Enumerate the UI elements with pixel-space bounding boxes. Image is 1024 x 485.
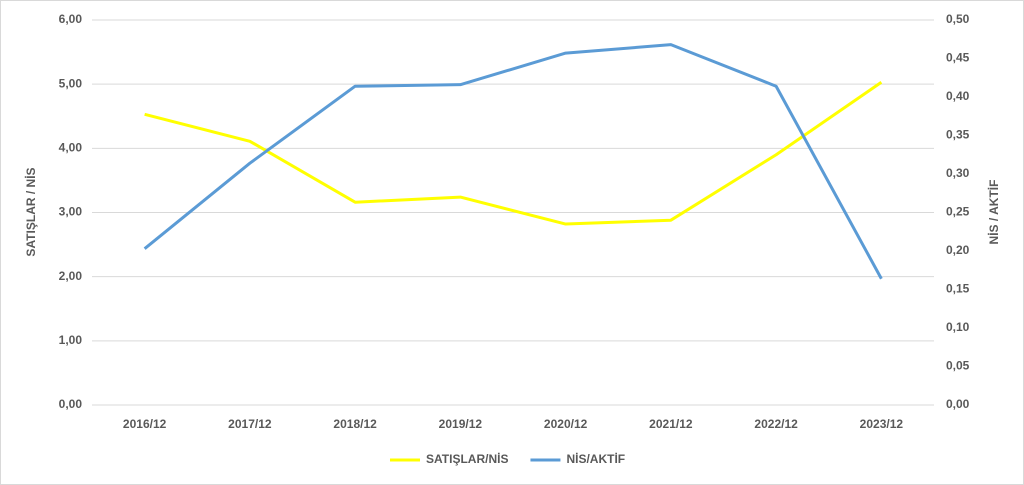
y2-tick-label: 0,20 [946, 243, 970, 257]
y2-tick-label: 0,40 [946, 89, 970, 103]
y-tick-label: 1,00 [59, 333, 83, 347]
y-tick-label: 4,00 [59, 141, 83, 155]
y2-tick-label: 0,35 [946, 128, 970, 142]
x-tick-label: 2017/12 [228, 417, 272, 431]
x-tick-label: 2016/12 [123, 417, 167, 431]
y2-tick-label: 0,05 [946, 359, 970, 373]
y2-tick-label: 0,45 [946, 51, 970, 65]
y-tick-label: 3,00 [59, 205, 83, 219]
y2-tick-label: 0,10 [946, 320, 970, 334]
y2-tick-label: 0,15 [946, 282, 970, 296]
y-tick-label: 2,00 [59, 269, 83, 283]
y2-tick-label: 0,00 [946, 397, 970, 411]
y-tick-label: 5,00 [59, 76, 83, 90]
legend-label: NİS/AKTİF [566, 451, 625, 466]
x-tick-label: 2018/12 [333, 417, 377, 431]
legend-label: SATIŞLAR/NİS [426, 451, 508, 466]
x-tick-label: 2021/12 [649, 417, 693, 431]
series-line [143, 43, 883, 280]
y2-tick-label: 0,50 [946, 12, 970, 26]
y2-axis-title: NİS / AKTİF [986, 180, 1001, 245]
x-tick-label: 2019/12 [439, 417, 483, 431]
y-tick-label: 6,00 [59, 12, 83, 26]
y-tick-label: 0,00 [59, 397, 83, 411]
y2-tick-label: 0,25 [946, 205, 970, 219]
y2-tick-label: 0,30 [946, 166, 970, 180]
x-tick-label: 2023/12 [860, 417, 904, 431]
x-tick-label: 2022/12 [754, 417, 798, 431]
y-axis-title: SATIŞLAR / NİS [23, 167, 38, 256]
x-tick-label: 2020/12 [544, 417, 588, 431]
